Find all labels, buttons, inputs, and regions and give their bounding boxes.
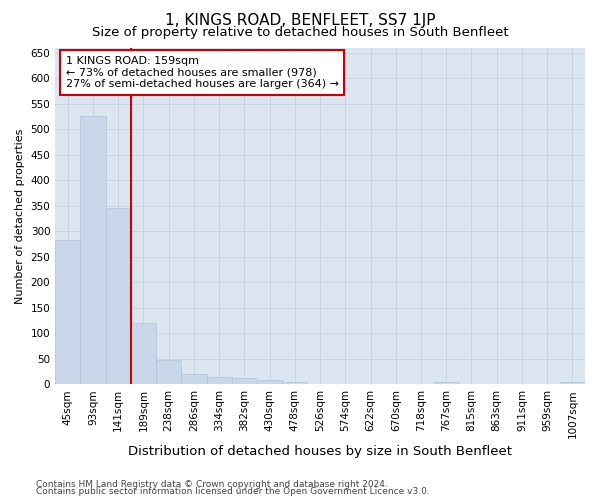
Bar [106, 208, 131, 384]
Bar [257, 380, 282, 384]
Text: Contains HM Land Registry data © Crown copyright and database right 2024.: Contains HM Land Registry data © Crown c… [36, 480, 388, 489]
Bar [282, 382, 307, 384]
Y-axis label: Number of detached properties: Number of detached properties [15, 128, 25, 304]
Bar [232, 378, 257, 384]
Text: 1, KINGS ROAD, BENFLEET, SS7 1JP: 1, KINGS ROAD, BENFLEET, SS7 1JP [165, 12, 435, 28]
Bar [181, 374, 206, 384]
Bar [560, 382, 585, 384]
Text: Contains public sector information licensed under the Open Government Licence v3: Contains public sector information licen… [36, 487, 430, 496]
Bar [80, 116, 106, 384]
Text: 1 KINGS ROAD: 159sqm
← 73% of detached houses are smaller (978)
27% of semi-deta: 1 KINGS ROAD: 159sqm ← 73% of detached h… [66, 56, 339, 89]
Text: Size of property relative to detached houses in South Benfleet: Size of property relative to detached ho… [92, 26, 508, 39]
X-axis label: Distribution of detached houses by size in South Benfleet: Distribution of detached houses by size … [128, 444, 512, 458]
Bar [206, 376, 232, 384]
Bar [131, 323, 156, 384]
Bar [55, 240, 80, 384]
Bar [434, 382, 459, 384]
Bar [156, 360, 181, 384]
